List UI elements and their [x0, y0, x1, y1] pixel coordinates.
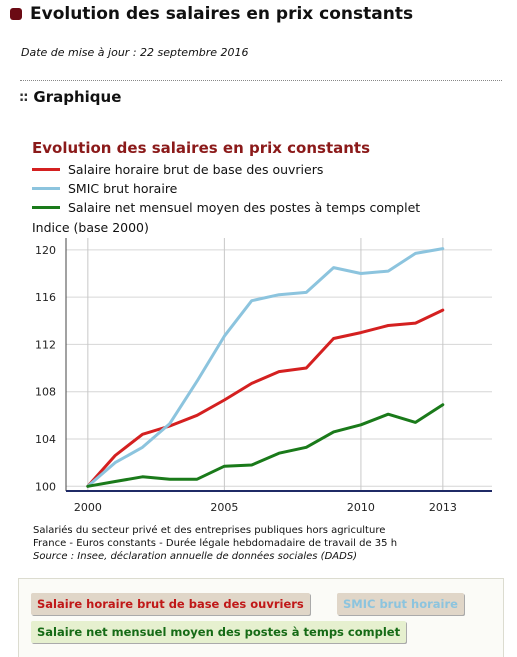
section-heading: :: Graphique [19, 88, 121, 106]
divider [20, 80, 502, 81]
chart-legend: Salaire horaire brut de base des ouvrier… [32, 160, 420, 217]
page-title: Evolution des salaires en prix constants [10, 4, 413, 24]
title-bullet-icon [10, 8, 22, 20]
y-tick-label: 120 [35, 244, 56, 257]
legend-label-red: Salaire horaire brut de base des ouvrier… [68, 162, 324, 177]
y-tick-label: 108 [35, 386, 56, 399]
x-tick-label: 2005 [210, 501, 238, 514]
series-button-red[interactable]: Salaire horaire brut de base des ouvrier… [31, 593, 310, 615]
series-line-2 [86, 403, 445, 488]
series-line-1 [86, 247, 445, 488]
legend-swatch-red [32, 168, 60, 171]
y-tick-label: 112 [35, 338, 56, 351]
series-button-green[interactable]: Salaire net mensuel moyen des postes à t… [31, 621, 407, 643]
line-chart: 100 104 108 112 116 120 2000 2005 2010 2013 [35, 238, 492, 514]
legend-label-green: Salaire net mensuel moyen des postes à t… [68, 200, 421, 215]
x-tick-label: 2013 [429, 501, 457, 514]
update-date: Date de mise à jour : 22 septembre 2016 [21, 46, 249, 59]
legend-swatch-green [32, 206, 60, 209]
page-title-text: Evolution des salaires en prix constants [30, 4, 414, 24]
legend-item-green: Salaire net mensuel moyen des postes à t… [32, 198, 420, 217]
legend-item-red: Salaire horaire brut de base des ouvrier… [32, 160, 420, 179]
legend-swatch-blue [32, 187, 60, 190]
series-buttons-panel: Salaire horaire brut de base des ouvrier… [18, 578, 504, 657]
note-units: France - Euros constants - Durée légale … [33, 538, 398, 549]
y-tick-label: 100 [35, 480, 56, 493]
note-scope: Salariés du secteur privé et des entrepr… [33, 525, 386, 536]
series-button-blue[interactable]: SMIC brut horaire [337, 593, 464, 615]
section-heading-text: Graphique [33, 88, 122, 106]
legend-label-blue: SMIC brut horaire [68, 181, 178, 196]
chart-title: Evolution des salaires en prix constants [32, 139, 371, 157]
y-tick-label: 104 [35, 433, 56, 446]
note-source: Source : Insee, déclaration annuelle de … [33, 551, 358, 562]
y-tick-label: 116 [35, 291, 56, 304]
x-tick-label: 2010 [347, 501, 375, 514]
dots-icon: :: [19, 89, 28, 105]
series-line-0 [86, 308, 445, 488]
legend-item-blue: SMIC brut horaire [32, 179, 420, 198]
x-tick-label: 2000 [74, 501, 102, 514]
y-axis-title: Indice (base 2000) [32, 220, 149, 235]
